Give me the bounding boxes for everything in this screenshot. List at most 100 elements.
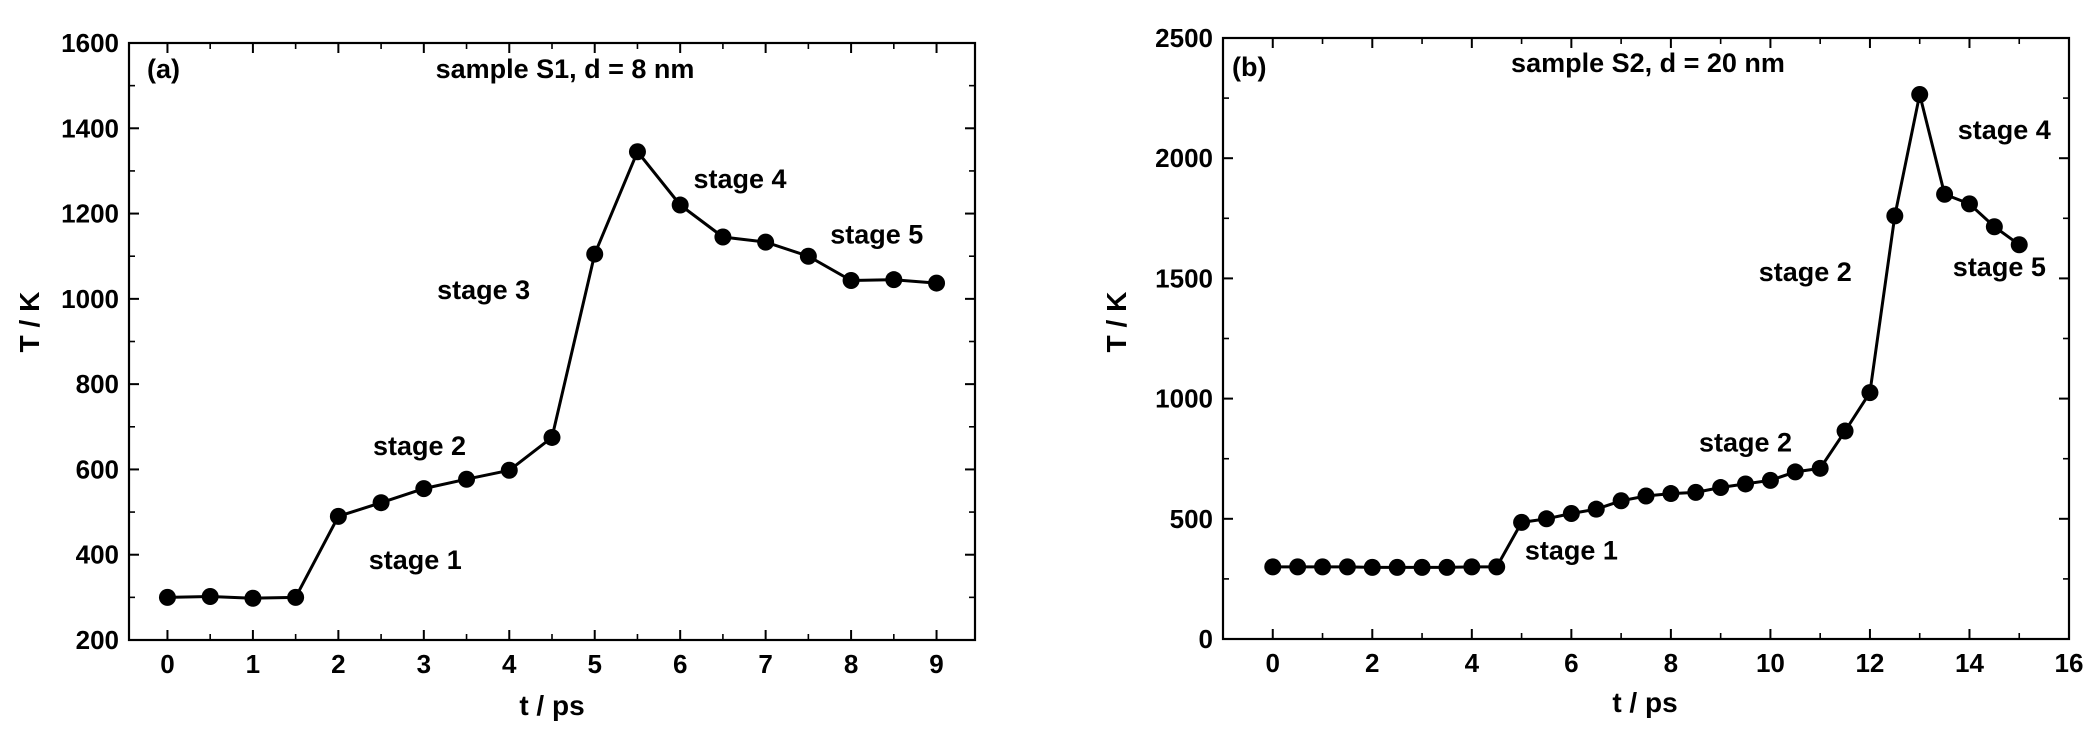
x-tick-label: 10 bbox=[1756, 648, 1785, 678]
stage-annotation: stage 2 bbox=[373, 431, 466, 461]
y-tick-label: 400 bbox=[76, 540, 119, 570]
data-point bbox=[1786, 463, 1804, 481]
x-ticks-b: 0 2 4 6 8 10 12 14 16 bbox=[1222, 38, 2084, 678]
x-tick-label: 9 bbox=[929, 649, 943, 679]
data-point bbox=[1438, 558, 1456, 576]
y-tick-label: 0 bbox=[1199, 624, 1213, 654]
data-point bbox=[415, 480, 433, 498]
data-point bbox=[1463, 558, 1481, 576]
x-tick-label: 0 bbox=[1266, 648, 1280, 678]
y-axis-title-a: T / K bbox=[14, 292, 45, 353]
series-b bbox=[1264, 85, 2028, 576]
y-tick-label: 2500 bbox=[1155, 23, 1213, 53]
y-axis-title-b: T / K bbox=[1101, 292, 1132, 353]
data-point bbox=[885, 271, 903, 289]
chart-title-b: sample S2, d = 20 nm bbox=[1511, 48, 1785, 78]
x-tick-label: 8 bbox=[1664, 648, 1678, 678]
data-point bbox=[1264, 558, 1282, 576]
data-point bbox=[500, 461, 518, 479]
stage-annotation: stage 1 bbox=[369, 545, 462, 575]
data-point bbox=[1338, 558, 1356, 576]
x-tick-label: 4 bbox=[1465, 648, 1480, 678]
data-point bbox=[1936, 185, 1954, 203]
y-tick-label: 200 bbox=[76, 625, 119, 655]
panel-b: 0 500 1000 1500 2000 2500 0 2 4 6 8 10 12 14 16 stage… bbox=[1101, 23, 2083, 718]
chart-title-a: sample S1, d = 8 nm bbox=[436, 54, 695, 84]
data-point bbox=[1513, 513, 1531, 531]
data-point bbox=[671, 196, 689, 214]
data-point bbox=[1587, 500, 1605, 518]
data-point bbox=[1712, 479, 1730, 497]
data-point bbox=[1363, 558, 1381, 576]
data-point bbox=[2010, 236, 2028, 254]
data-point bbox=[458, 470, 476, 488]
panel-label-a: (a) bbox=[147, 54, 180, 84]
y-ticks-a: 200 400 600 800 1000 1200 1400 1600 bbox=[61, 28, 975, 655]
data-point bbox=[329, 507, 347, 525]
data-point bbox=[842, 272, 860, 290]
x-tick-label: 6 bbox=[673, 649, 687, 679]
x-tick-label: 4 bbox=[502, 649, 517, 679]
data-point bbox=[158, 588, 176, 606]
y-tick-label: 1400 bbox=[61, 113, 119, 143]
data-point bbox=[1413, 558, 1431, 576]
data-point bbox=[757, 233, 775, 251]
stage-annotation: stage 3 bbox=[437, 275, 530, 305]
data-point bbox=[1737, 475, 1755, 493]
panel-label-b: (b) bbox=[1232, 52, 1266, 82]
data-point bbox=[1836, 422, 1854, 440]
x-tick-label: 3 bbox=[417, 649, 431, 679]
stage-annotation: stage 5 bbox=[830, 219, 923, 249]
data-point bbox=[1960, 195, 1978, 213]
stage-annotation: stage 4 bbox=[693, 164, 786, 194]
data-point bbox=[1811, 459, 1829, 477]
data-point bbox=[586, 245, 604, 263]
stage-annotation: stage 5 bbox=[1953, 252, 2046, 282]
data-point bbox=[628, 143, 646, 161]
data-point bbox=[1761, 471, 1779, 489]
x-tick-label: 16 bbox=[2055, 648, 2084, 678]
data-point bbox=[714, 228, 732, 246]
stage-annotation: stage 2 bbox=[1699, 427, 1792, 457]
x-tick-label: 14 bbox=[1955, 648, 1984, 678]
stage-annotation: stage 2 bbox=[1759, 257, 1852, 287]
series-line bbox=[167, 148, 937, 600]
series-a bbox=[158, 143, 946, 607]
stage-annotation: stage 1 bbox=[1525, 536, 1618, 566]
y-tick-label: 600 bbox=[76, 454, 119, 484]
data-point bbox=[244, 589, 262, 607]
data-point bbox=[1687, 483, 1705, 501]
data-point bbox=[1388, 558, 1406, 576]
x-tick-label: 6 bbox=[1564, 648, 1578, 678]
x-tick-label: 0 bbox=[160, 649, 174, 679]
data-point bbox=[372, 494, 390, 512]
y-tick-label: 2000 bbox=[1155, 143, 1213, 173]
x-tick-label: 2 bbox=[331, 649, 345, 679]
data-point bbox=[1886, 207, 1904, 225]
data-point bbox=[1612, 492, 1630, 510]
data-point bbox=[928, 274, 946, 292]
data-point bbox=[1289, 558, 1307, 576]
x-axis-title-a: t / ps bbox=[519, 690, 584, 721]
x-tick-label: 12 bbox=[1855, 648, 1884, 678]
annotations-a: stage 1 stage 2 stage 3 stage 4 stage 5 bbox=[369, 164, 924, 575]
x-tick-label: 2 bbox=[1365, 648, 1379, 678]
annotations-b: stage 1 stage 2 stage 2 stage 4 stage 5 bbox=[1525, 115, 2051, 566]
x-axis-title-b: t / ps bbox=[1612, 687, 1677, 718]
stage-annotation: stage 4 bbox=[1958, 115, 2051, 145]
data-point bbox=[1985, 218, 2003, 236]
y-tick-label: 1000 bbox=[1155, 384, 1213, 414]
plot-frame-b bbox=[1221, 36, 2071, 641]
y-tick-label: 500 bbox=[1170, 504, 1213, 534]
data-point bbox=[201, 588, 219, 606]
data-point bbox=[799, 247, 817, 265]
y-tick-label: 1200 bbox=[61, 199, 119, 229]
data-point bbox=[543, 428, 561, 446]
y-tick-label: 800 bbox=[76, 369, 119, 399]
y-tick-label: 1600 bbox=[61, 28, 119, 58]
data-point bbox=[1537, 510, 1555, 528]
data-point bbox=[1637, 487, 1655, 505]
data-point bbox=[1314, 558, 1332, 576]
x-ticks-a: 0 1 2 3 4 5 6 7 8 9 bbox=[160, 43, 944, 679]
